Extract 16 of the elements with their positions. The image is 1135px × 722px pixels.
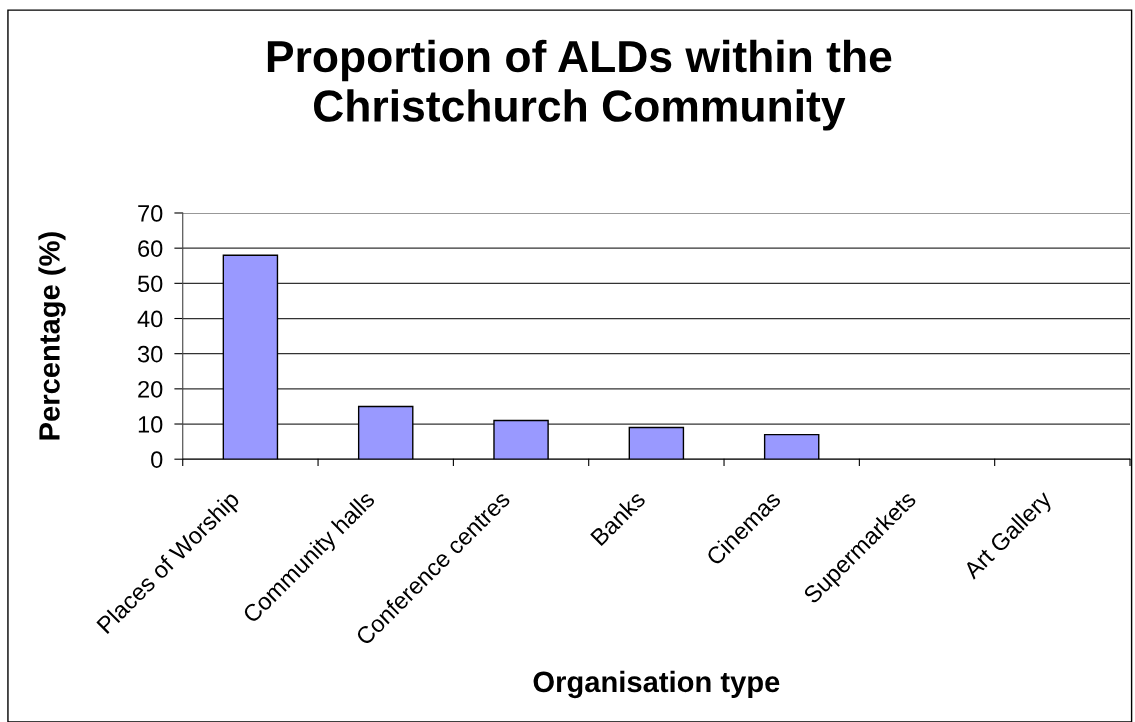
y-tick-label: 40 [137, 310, 163, 328]
y-tick-label: 50 [137, 275, 163, 293]
x-axis-title: Organisation type [533, 670, 780, 699]
y-tick-label: 0 [151, 451, 163, 468]
bar [222, 254, 279, 460]
y-tick-label: 30 [137, 345, 163, 363]
chart-title: Proportion of ALDs within the Christchurch Community [267, 39, 892, 131]
bar [763, 433, 820, 460]
bar [357, 405, 414, 460]
y-tick-label: 70 [138, 205, 163, 222]
y-axis-title: Percentage (%) [38, 232, 66, 440]
bar [628, 426, 685, 460]
y-tick-label: 60 [138, 240, 163, 257]
y-tick-label: 10 [138, 416, 163, 433]
bar [493, 419, 549, 460]
y-tick-label: 20 [138, 380, 163, 398]
